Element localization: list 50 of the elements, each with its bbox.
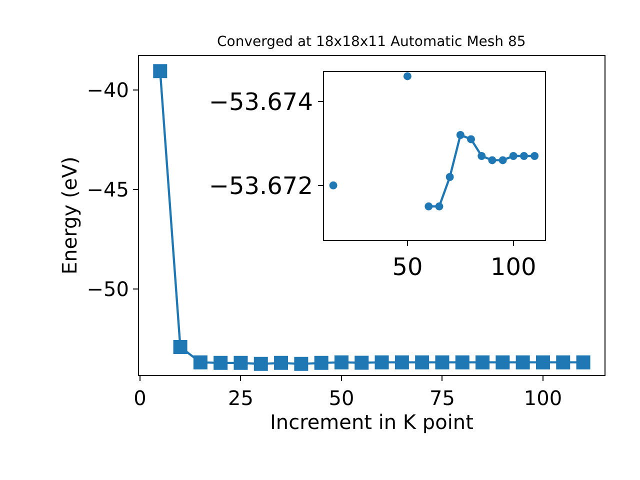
point: [498, 156, 507, 164]
point: [415, 355, 430, 370]
point: [193, 355, 208, 370]
point: [446, 173, 454, 181]
x-tick-label: 100: [490, 252, 536, 281]
point: [234, 356, 248, 370]
y-tick-label: −40: [86, 78, 129, 102]
point: [467, 135, 476, 144]
point: [556, 355, 570, 370]
point: [488, 156, 496, 164]
point: [424, 202, 433, 210]
x-axis-title: Increment in K point: [270, 410, 474, 434]
point: [153, 64, 168, 78]
point: [476, 355, 490, 370]
point: [173, 340, 188, 354]
point: [329, 181, 338, 190]
x-tick-label: 25: [228, 386, 254, 410]
point: [214, 356, 228, 370]
point: [576, 355, 590, 370]
point: [254, 356, 268, 371]
point: [274, 356, 288, 370]
y-tick-label: −53.674: [208, 88, 313, 116]
y-axis-title: Energy (eV): [57, 156, 82, 275]
point: [314, 356, 328, 370]
point: [334, 355, 348, 370]
point: [435, 202, 444, 210]
x-tick-label: 50: [328, 386, 354, 410]
point: [394, 355, 409, 370]
point: [509, 152, 518, 160]
y-tick-label: −50: [86, 277, 129, 302]
point: [354, 356, 369, 370]
point: [435, 355, 450, 370]
point: [478, 152, 486, 160]
x-tick-label: 0: [134, 386, 146, 410]
point: [403, 72, 412, 80]
y-tick-label: −45: [86, 178, 129, 202]
y-tick-label: −53.672: [208, 172, 313, 200]
point: [520, 152, 528, 160]
x-tick-label: 100: [524, 386, 562, 410]
chart-title: Converged at 18x18x11 Automatic Mesh 85: [217, 34, 526, 50]
point: [530, 152, 539, 160]
x-tick-label: 75: [430, 386, 455, 410]
point: [536, 355, 550, 370]
point: [516, 355, 530, 370]
point: [294, 356, 308, 371]
point: [456, 131, 464, 139]
point: [455, 355, 470, 370]
x-tick-label: 50: [392, 252, 423, 281]
point: [374, 355, 389, 370]
point: [496, 355, 510, 370]
